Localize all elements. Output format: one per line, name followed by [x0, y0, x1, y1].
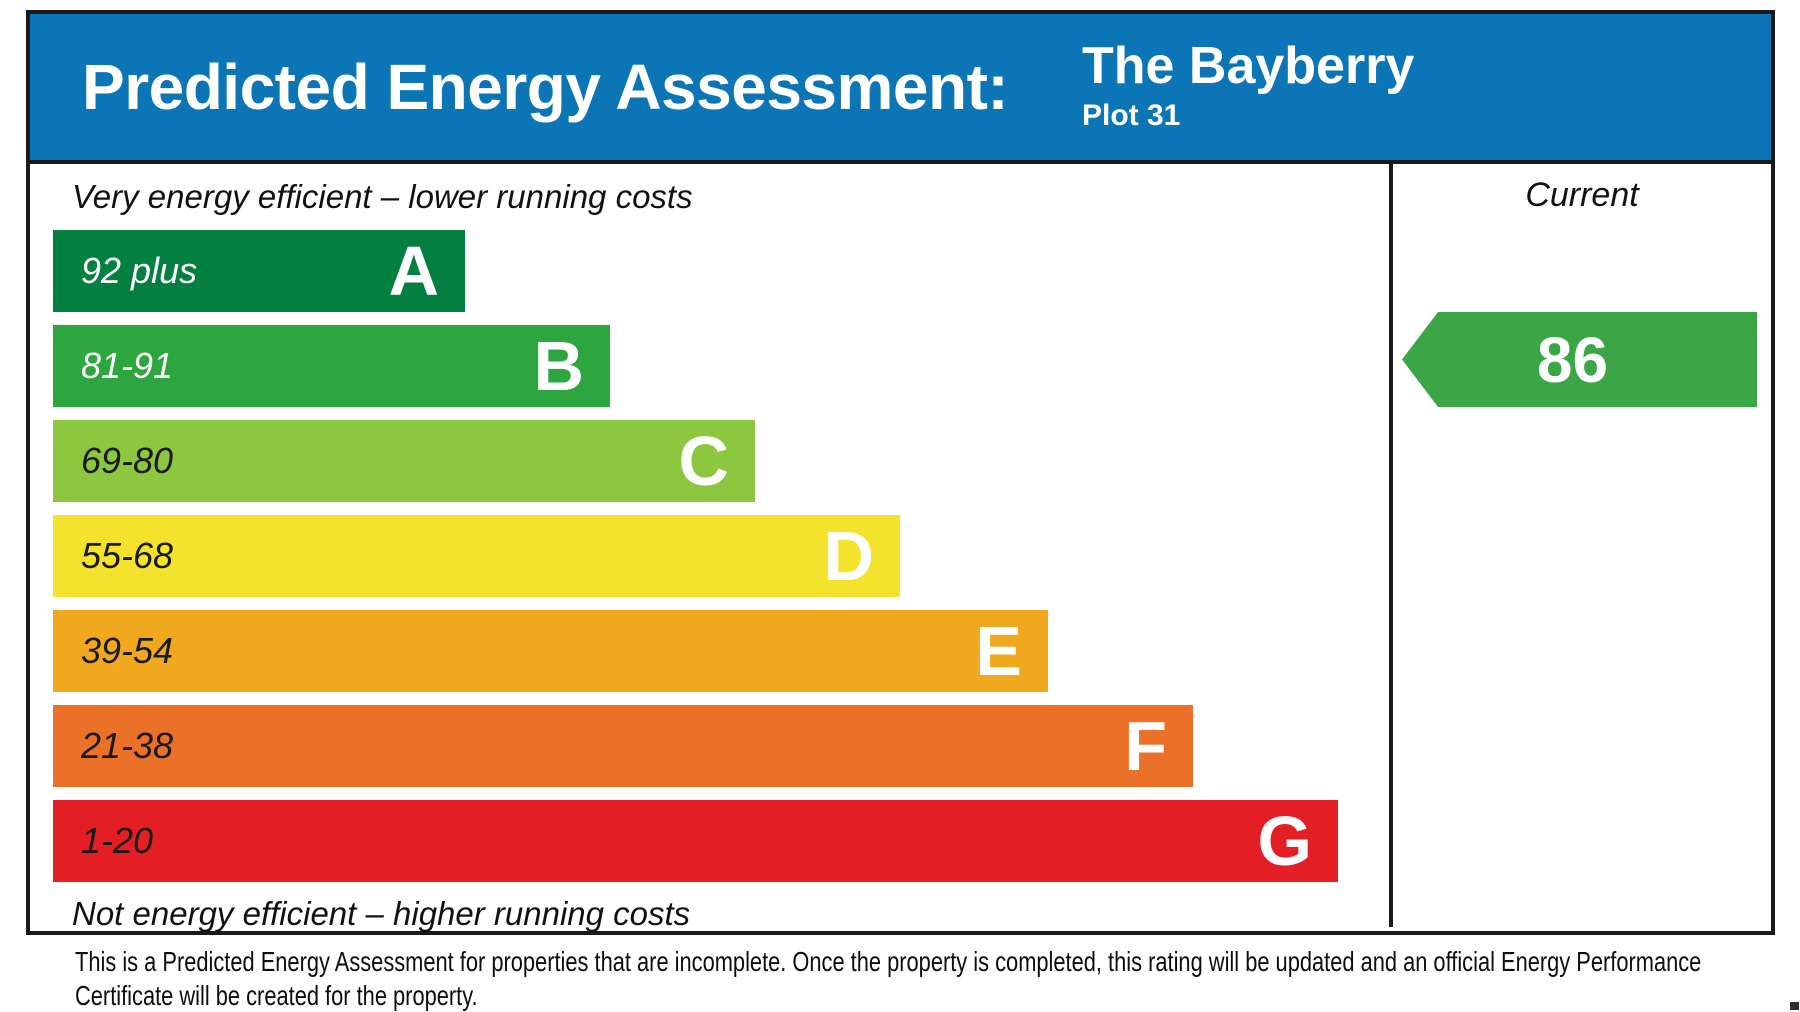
- band-letter: B: [533, 327, 584, 405]
- top-caption: Very energy efficient – lower running co…: [72, 178, 693, 215]
- band-range-label: 39-54: [81, 630, 174, 671]
- band-d-row: 55-68 D: [53, 515, 900, 597]
- current-column: Current 86: [1389, 164, 1771, 927]
- footer-note-line2: Certificate will be created for the prop…: [75, 980, 478, 1011]
- band-a-row: 92 plus A: [53, 230, 465, 312]
- property-name: The Bayberry: [1082, 37, 1415, 95]
- bottom-caption: Not energy efficient – higher running co…: [72, 895, 691, 932]
- band-letter: F: [1124, 707, 1167, 785]
- current-rating-arrow: 86: [1402, 312, 1757, 407]
- epc-chart-frame: Predicted Energy Assessment: The Bayberr…: [26, 10, 1775, 935]
- band-b-row: 81-91 B: [53, 325, 610, 407]
- property-block: The Bayberry Plot 31: [1082, 38, 1414, 134]
- band-e-row: 39-54 E: [53, 610, 1048, 692]
- band-range-label: 21-38: [81, 725, 174, 766]
- footer-note-line1: This is a Predicted Energy Assessment fo…: [75, 946, 1702, 977]
- current-column-header: Current: [1525, 176, 1639, 214]
- rating-chart: Very energy efficient – lower running co…: [30, 164, 1771, 932]
- band-f-row: 21-38 F: [53, 705, 1193, 787]
- band-letter: D: [823, 517, 874, 595]
- band-range-label: 81-91: [81, 345, 174, 386]
- footer-note: This is a Predicted Energy Assessment fo…: [75, 945, 1752, 1012]
- band-letter: C: [678, 422, 729, 500]
- plot-number: Plot 31: [1082, 99, 1181, 132]
- band-range-label: 92 plus: [81, 250, 198, 291]
- band-letter: G: [1257, 802, 1312, 880]
- bands-column: Very energy efficient – lower running co…: [30, 164, 1389, 932]
- band-g-row: 1-20 G: [53, 800, 1338, 882]
- band-c-row: 69-80 C: [53, 420, 755, 502]
- band-letter: A: [388, 232, 439, 310]
- band-range-label: 55-68: [81, 535, 174, 576]
- band-letter: E: [975, 612, 1022, 690]
- band-range-label: 69-80: [81, 440, 174, 481]
- header: Predicted Energy Assessment: The Bayberr…: [30, 14, 1771, 164]
- current-rating-value: 86: [1536, 323, 1609, 396]
- page-title: Predicted Energy Assessment:: [82, 51, 1009, 123]
- band-range-label: 1-20: [81, 820, 154, 861]
- corner-artifact: [1790, 1002, 1799, 1010]
